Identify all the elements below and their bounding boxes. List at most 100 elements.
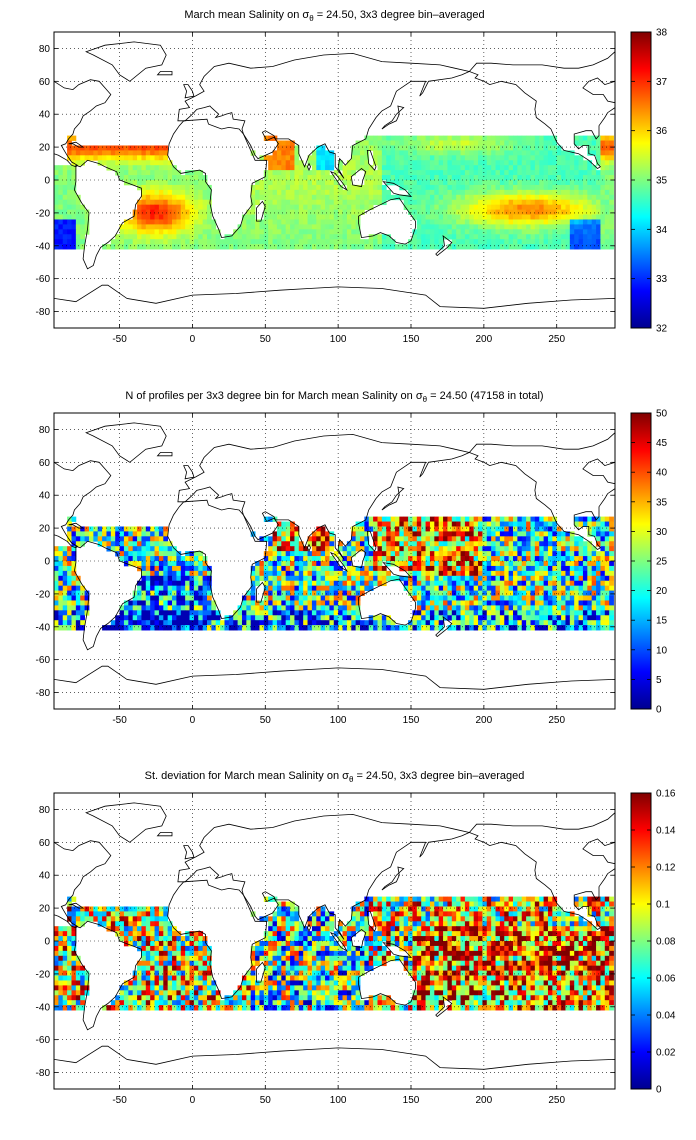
heatmap-cell <box>272 600 278 606</box>
heatmap-cell <box>469 209 475 215</box>
heatmap-cell <box>495 516 501 522</box>
heatmap-cell <box>451 565 457 572</box>
heatmap-cell <box>578 625 584 631</box>
heatmap-cell <box>456 160 461 166</box>
heatmap-cell <box>530 209 536 215</box>
heatmap-cell <box>141 546 147 552</box>
heatmap-cell <box>307 219 313 225</box>
heatmap-cell <box>172 184 177 191</box>
heatmap-cell <box>386 551 391 557</box>
heatmap-cell <box>408 160 413 166</box>
heatmap-cell <box>421 214 426 220</box>
heatmap-cell <box>609 199 614 206</box>
heatmap-cell <box>128 170 134 176</box>
heatmap-cell <box>303 551 308 557</box>
heatmap-cell <box>534 536 540 542</box>
heatmap-cell <box>298 615 304 621</box>
heatmap-cell <box>246 244 252 250</box>
heatmap-cell <box>587 595 593 601</box>
heatmap-cell <box>582 580 588 587</box>
heatmap-cell <box>609 536 614 542</box>
heatmap-cell <box>290 209 295 215</box>
heatmap-cell <box>320 145 326 151</box>
heatmap-cell <box>508 184 514 191</box>
heatmap-cell <box>172 570 177 577</box>
heatmap-cell <box>93 911 99 917</box>
heatmap-cell <box>443 531 448 537</box>
heatmap-cell <box>464 204 470 210</box>
heatmap-cell <box>172 199 177 206</box>
heatmap-cell <box>180 600 186 606</box>
heatmap-cell <box>491 165 496 171</box>
heatmap-cell <box>600 595 606 601</box>
heatmap-cell <box>521 194 527 201</box>
heatmap-cell <box>425 184 431 191</box>
heatmap-cell <box>294 585 300 591</box>
heatmap-cell <box>600 551 606 557</box>
heatmap-cell <box>547 204 553 210</box>
heatmap-cell <box>513 165 518 171</box>
heatmap-cell <box>561 580 566 587</box>
heatmap-cell <box>591 896 597 902</box>
heatmap-cell <box>543 906 549 912</box>
heatmap-cell <box>596 175 601 181</box>
heatmap-cell <box>351 551 357 557</box>
heatmap-cell <box>259 570 265 577</box>
heatmap-cell <box>574 556 579 562</box>
heatmap-cell <box>547 531 553 537</box>
heatmap-cell <box>71 561 77 567</box>
coastline-northAmericaE <box>468 51 615 169</box>
heatmap-cell <box>193 209 199 215</box>
heatmap-cell <box>508 224 514 230</box>
heatmap-cell <box>569 590 575 596</box>
heatmap-cell <box>342 194 348 201</box>
heatmap-cell <box>250 570 256 577</box>
heatmap-cell <box>600 145 606 151</box>
heatmap-cell <box>338 541 343 547</box>
heatmap-cell <box>377 551 383 557</box>
heatmap-cell <box>521 580 527 587</box>
heatmap-cell <box>438 536 444 542</box>
heatmap-cell <box>556 531 562 537</box>
heatmap-cell <box>425 135 431 141</box>
heatmap-cell <box>97 145 103 151</box>
heatmap-cell <box>180 189 186 196</box>
heatmap-cell <box>530 605 536 611</box>
heatmap-cell <box>478 911 483 917</box>
heatmap-cell <box>373 541 378 547</box>
heatmap-cell <box>534 239 540 245</box>
heatmap-cell <box>137 605 142 611</box>
heatmap-cell <box>110 165 116 171</box>
heatmap-cell <box>281 590 287 596</box>
heatmap-cell <box>504 140 510 146</box>
heatmap-cell <box>333 219 339 225</box>
heatmap-cell <box>464 896 470 902</box>
heatmap-cell <box>75 209 81 215</box>
heatmap-cell <box>311 585 317 591</box>
heatmap-cell <box>373 536 378 542</box>
heatmap-cell <box>434 526 440 532</box>
heatmap-cell <box>158 234 164 240</box>
heatmap-cell <box>276 170 282 176</box>
heatmap-cell <box>110 546 116 552</box>
heatmap-cell <box>547 541 553 547</box>
heatmap-cell <box>438 605 444 611</box>
heatmap-cell <box>167 234 173 240</box>
heatmap-cell <box>154 906 160 912</box>
heatmap-cell <box>377 150 383 156</box>
heatmap-cell <box>447 150 453 156</box>
heatmap-cell <box>141 911 147 917</box>
heatmap-cell <box>180 239 186 245</box>
heatmap-cell <box>539 135 544 141</box>
heatmap-cell <box>58 600 64 606</box>
heatmap-cell <box>556 199 562 206</box>
heatmap-cell <box>80 160 85 166</box>
heatmap-cell <box>158 595 164 601</box>
heatmap-cell <box>373 526 378 532</box>
heatmap-cell <box>294 184 300 191</box>
heatmap-cell <box>495 546 501 552</box>
y-tick-label: -40 <box>36 241 51 252</box>
heatmap-cell <box>443 224 448 230</box>
heatmap-cell <box>329 155 335 161</box>
heatmap-cell <box>565 209 571 215</box>
